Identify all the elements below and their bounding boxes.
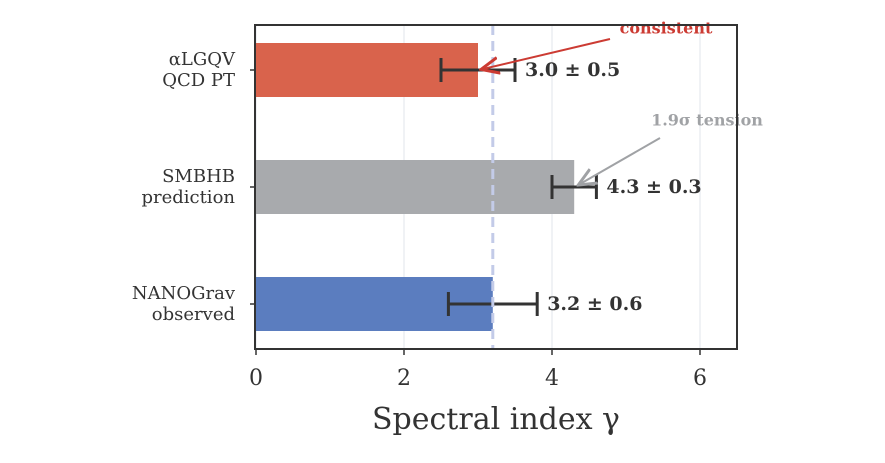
bar (256, 160, 575, 214)
y-tick-label: SMBHB prediction (141, 166, 235, 208)
y-tick-label: NANOGrav observed (131, 283, 235, 325)
x-tick-label: 6 (693, 366, 707, 391)
value-label: 3.0 ± 0.5 (525, 59, 620, 81)
annotation: 1.9σ tension (651, 111, 763, 130)
x-tick-label: 4 (545, 366, 559, 391)
plot-frame (254, 24, 738, 350)
x-tick-label: 0 (249, 366, 263, 391)
x-tick-label: 2 (397, 366, 411, 391)
y-tick-label: αLGQV QCD PT (162, 49, 235, 91)
value-label: 3.2 ± 0.6 (547, 293, 642, 315)
x-axis-label: Spectral index γ (372, 402, 620, 437)
value-label: 4.3 ± 0.3 (606, 176, 701, 198)
annotation-arrow (580, 137, 661, 184)
annotation-arrow (483, 38, 611, 69)
annotation: consistent (620, 19, 713, 38)
